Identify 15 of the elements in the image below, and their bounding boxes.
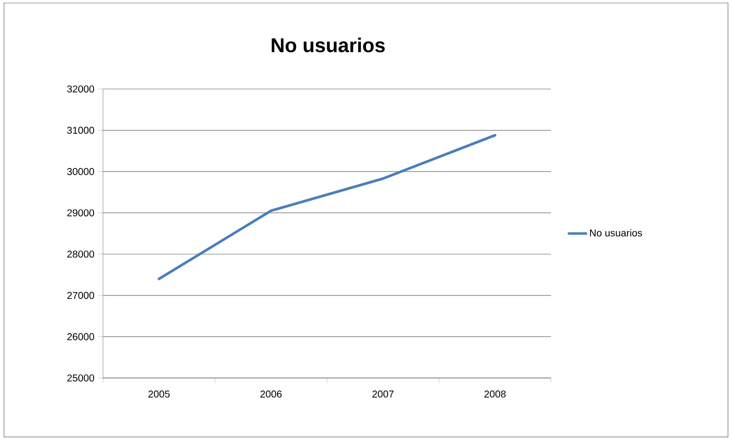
y-tick-label: 28000 (67, 250, 94, 258)
x-tick-label: 2005 (148, 390, 170, 398)
y-tick-label: 29000 (67, 209, 94, 216)
line-series (158, 134, 496, 280)
x-tick-label: 2007 (372, 390, 394, 398)
x-tick-label: 2006 (260, 390, 282, 398)
x-tick-label: 2008 (484, 390, 506, 398)
chart-title: No usuarios (272, 38, 385, 52)
y-tick-label: 31000 (67, 126, 94, 134)
y-tick-label: 25000 (67, 374, 94, 382)
y-tick-label: 27000 (67, 292, 94, 299)
y-tick-label: 32000 (67, 85, 94, 93)
legend-label: No usuarios (590, 229, 642, 236)
y-tick-label: 26000 (67, 333, 94, 340)
y-tick-label: 30000 (67, 168, 94, 176)
